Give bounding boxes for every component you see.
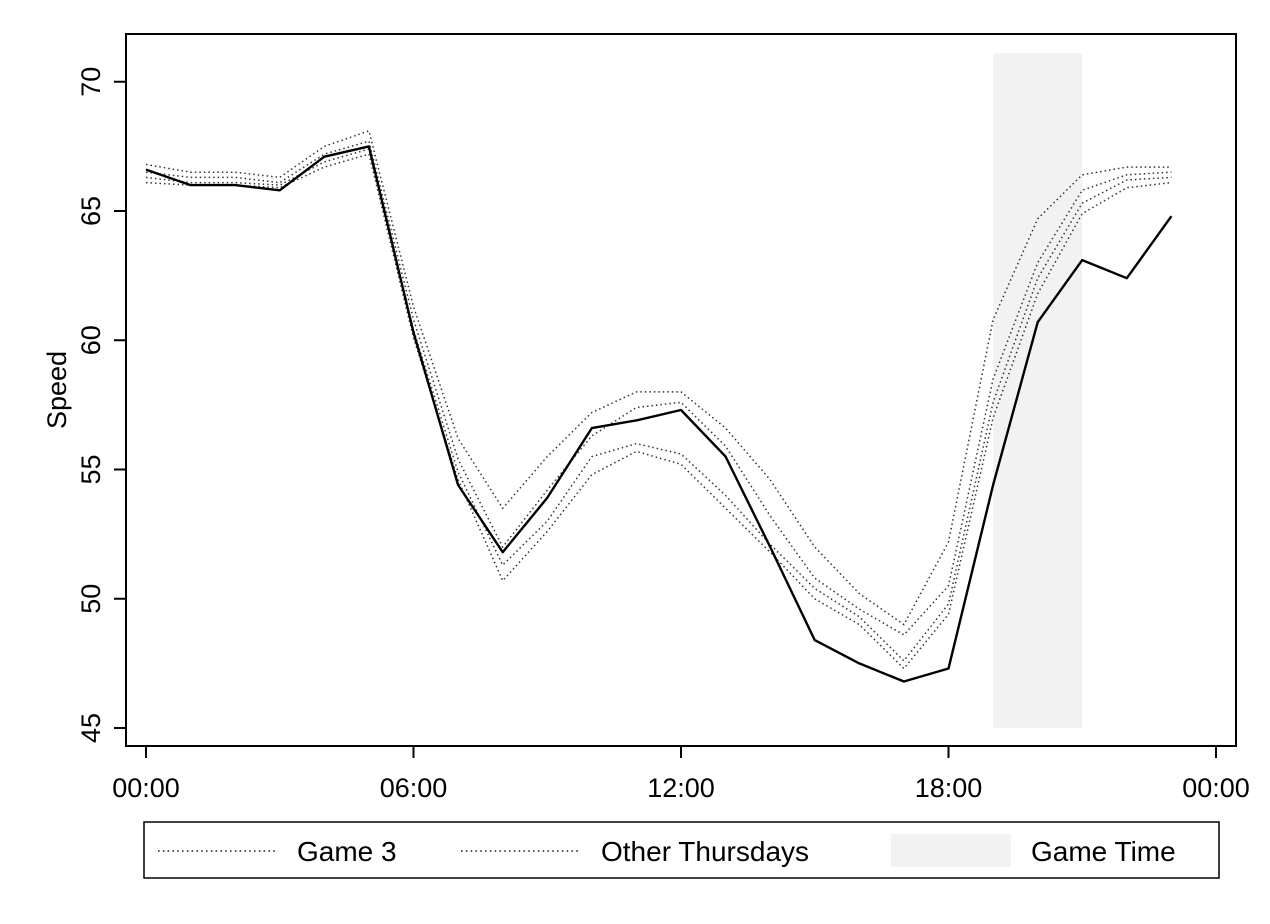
x-tick-label-0: 00:00 [112,773,180,803]
game-time-shaded-region [993,53,1083,728]
y-tick-label-45: 45 [76,713,106,743]
axis-layer: 45 50 55 60 65 70 00:00 06:00 12:00 18:00 00:00 [76,67,1250,803]
series-line-game-3 [145,145,1173,683]
x-tick-label-3: 18:00 [915,773,983,803]
x-tick-label-1: 06:00 [380,773,448,803]
x-tick-label-2: 12:00 [647,773,715,803]
legend-label-game-3: Game 3 [297,836,397,867]
y-tick-label-55: 55 [76,454,106,484]
legend-label-other-thursdays: Other Thursdays [601,836,809,867]
legend: Game 3 Other Thursdays Game Time [143,821,1220,879]
series-line-other-thursdays-1 [145,129,1172,626]
y-tick-label-50: 50 [76,584,106,614]
y-tick-label-65: 65 [76,196,106,226]
y-tick-label-60: 60 [76,325,106,355]
y-tick-label-70: 70 [76,67,106,97]
y-axis-title: Speed [42,351,72,429]
legend-marker-game-time [891,834,1011,867]
x-tick-label-4: 00:00 [1182,773,1250,803]
series-layer [145,129,1173,683]
legend-label-game-time: Game Time [1031,836,1176,867]
game-time-shading-layer [993,53,1083,728]
legend-box [143,821,1220,879]
series-line-other-thursdays-3 [145,148,1172,662]
